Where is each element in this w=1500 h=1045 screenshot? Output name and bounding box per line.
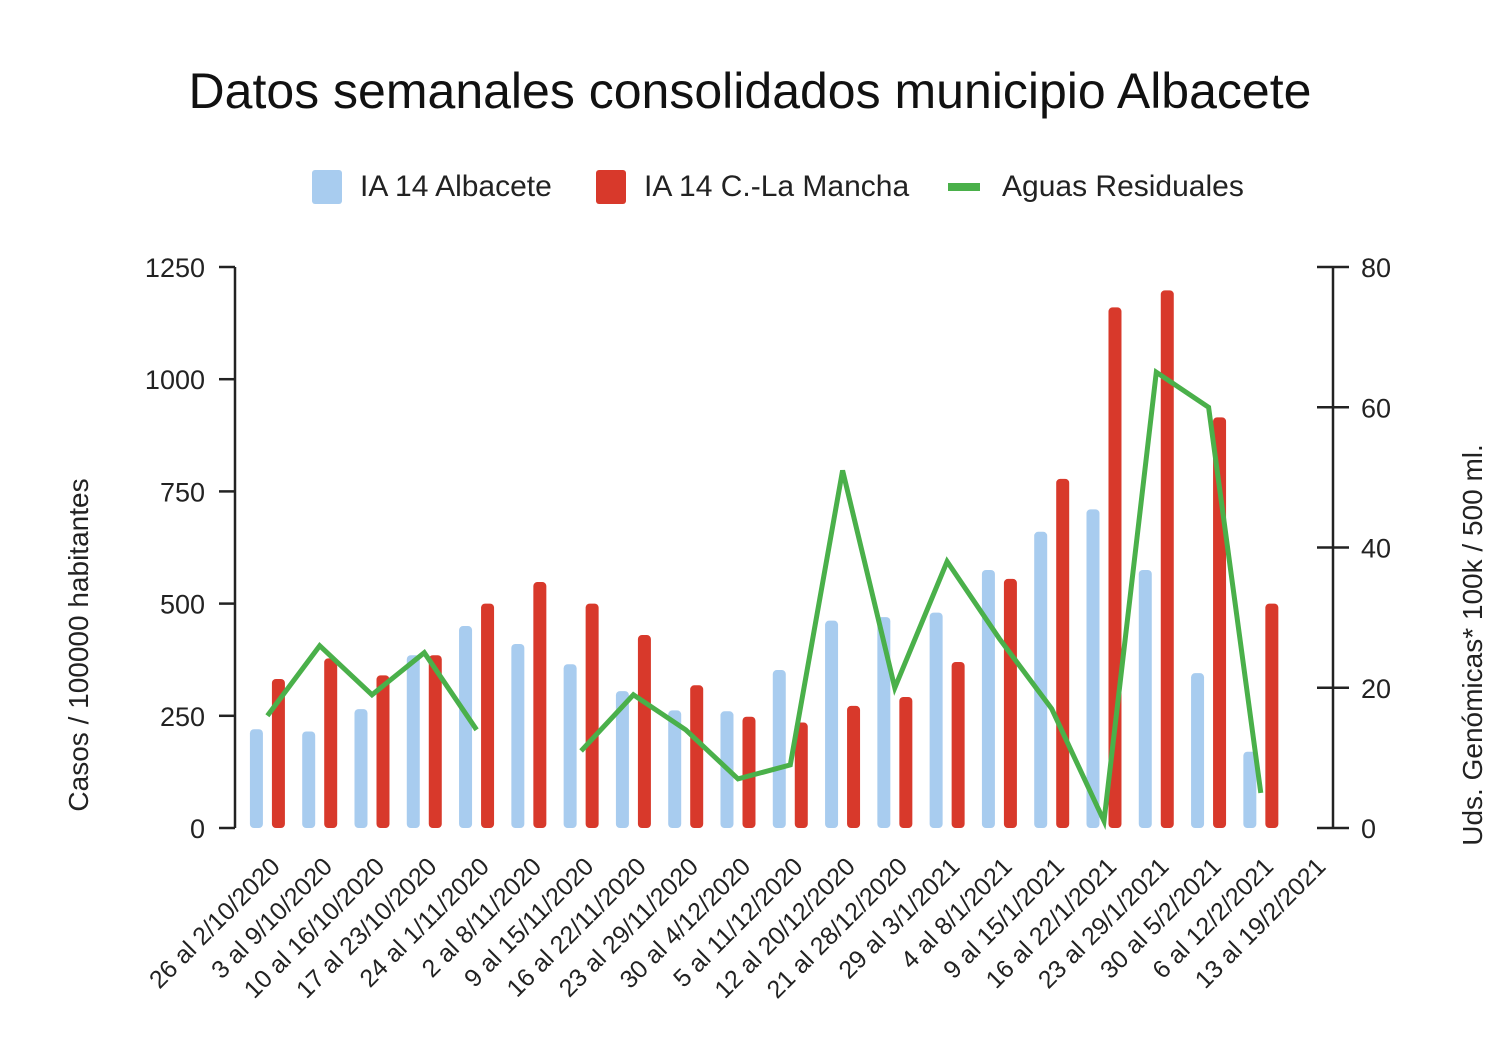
bar-ia14-clm xyxy=(428,655,442,828)
line-layer xyxy=(265,367,1264,831)
aguas-residuales-line xyxy=(579,367,1264,831)
legend-label-ia14-clm: IA 14 C.-La Mancha xyxy=(644,170,910,203)
y-left-tick-label: 750 xyxy=(160,477,205,507)
bar-ia14-albacete xyxy=(1034,531,1048,828)
aguas-residuales-line xyxy=(265,641,479,732)
bar-ia14-albacete xyxy=(1138,569,1152,828)
bar-ia14-clm xyxy=(1160,290,1174,828)
legend-swatch-aguas-residuales xyxy=(948,183,980,191)
legend: Aguas Residuales xyxy=(948,164,1244,210)
bar-ia14-clm xyxy=(533,582,547,828)
bar-ia14-albacete xyxy=(1086,509,1100,828)
y-left-tick-label: 1250 xyxy=(145,253,205,283)
bar-ia14-albacete xyxy=(511,643,525,828)
legend-label-ia14-albacete: IA 14 Albacete xyxy=(360,170,552,203)
bars-layer xyxy=(249,290,1279,829)
legend-swatch-ia14-clm xyxy=(596,170,626,204)
y-right-tick-label: 0 xyxy=(1361,814,1376,844)
bar-ia14-clm xyxy=(690,685,704,828)
y-left-tick-label: 0 xyxy=(190,814,205,844)
bar-ia14-clm xyxy=(271,678,285,828)
bar-ia14-clm xyxy=(794,722,808,828)
bar-ia14-albacete xyxy=(1243,751,1257,828)
bar-ia14-clm xyxy=(324,658,338,828)
bar-ia14-clm xyxy=(847,705,861,828)
bar-ia14-albacete xyxy=(249,729,263,828)
legend-swatch-ia14-albacete xyxy=(312,170,342,204)
bar-ia14-albacete xyxy=(563,664,577,828)
bar-ia14-clm xyxy=(585,603,599,828)
bar-ia14-clm xyxy=(899,696,913,828)
bar-ia14-clm xyxy=(1265,603,1279,828)
bar-ia14-clm xyxy=(1056,478,1070,828)
y-right-tick-label: 60 xyxy=(1361,393,1391,423)
y-right-tick-label: 40 xyxy=(1361,534,1391,564)
bar-ia14-albacete xyxy=(302,731,316,828)
y-right-tick-label: 20 xyxy=(1361,674,1391,704)
bar-ia14-clm xyxy=(742,716,756,828)
bar-ia14-albacete xyxy=(877,617,891,828)
bar-ia14-clm xyxy=(376,675,390,828)
bar-ia14-albacete xyxy=(668,710,682,828)
bar-ia14-clm xyxy=(951,661,965,828)
legend: IA 14 C.-La Mancha xyxy=(596,164,909,210)
bar-ia14-albacete xyxy=(459,626,473,828)
y-left-tick-label: 500 xyxy=(160,590,205,620)
bar-ia14-albacete xyxy=(354,709,368,828)
y-right-axis-title: Uds. Genómicas* 100k / 500 ml. xyxy=(1457,444,1488,846)
bar-ia14-albacete xyxy=(772,670,786,828)
bar-ia14-albacete xyxy=(615,691,629,828)
bar-ia14-clm xyxy=(1003,578,1017,828)
bar-ia14-albacete xyxy=(1191,673,1205,828)
y-left-tick-label: 1000 xyxy=(145,365,205,395)
bar-ia14-clm xyxy=(637,635,651,828)
chart-title: Datos semanales consolidados municipio A… xyxy=(188,63,1312,119)
legend: IA 14 Albacete xyxy=(312,164,552,210)
bar-ia14-albacete xyxy=(825,620,839,828)
y-left-tick-label: 250 xyxy=(160,702,205,732)
bar-ia14-albacete xyxy=(929,612,943,828)
y-right-tick-label: 80 xyxy=(1361,253,1391,283)
bar-ia14-albacete xyxy=(406,655,420,828)
bar-ia14-clm xyxy=(481,603,495,828)
legend-label-aguas-residuales: Aguas Residuales xyxy=(1002,170,1244,203)
bar-ia14-albacete xyxy=(981,569,995,828)
y-left-axis-title: Casos / 100000 habitantes xyxy=(63,478,94,811)
